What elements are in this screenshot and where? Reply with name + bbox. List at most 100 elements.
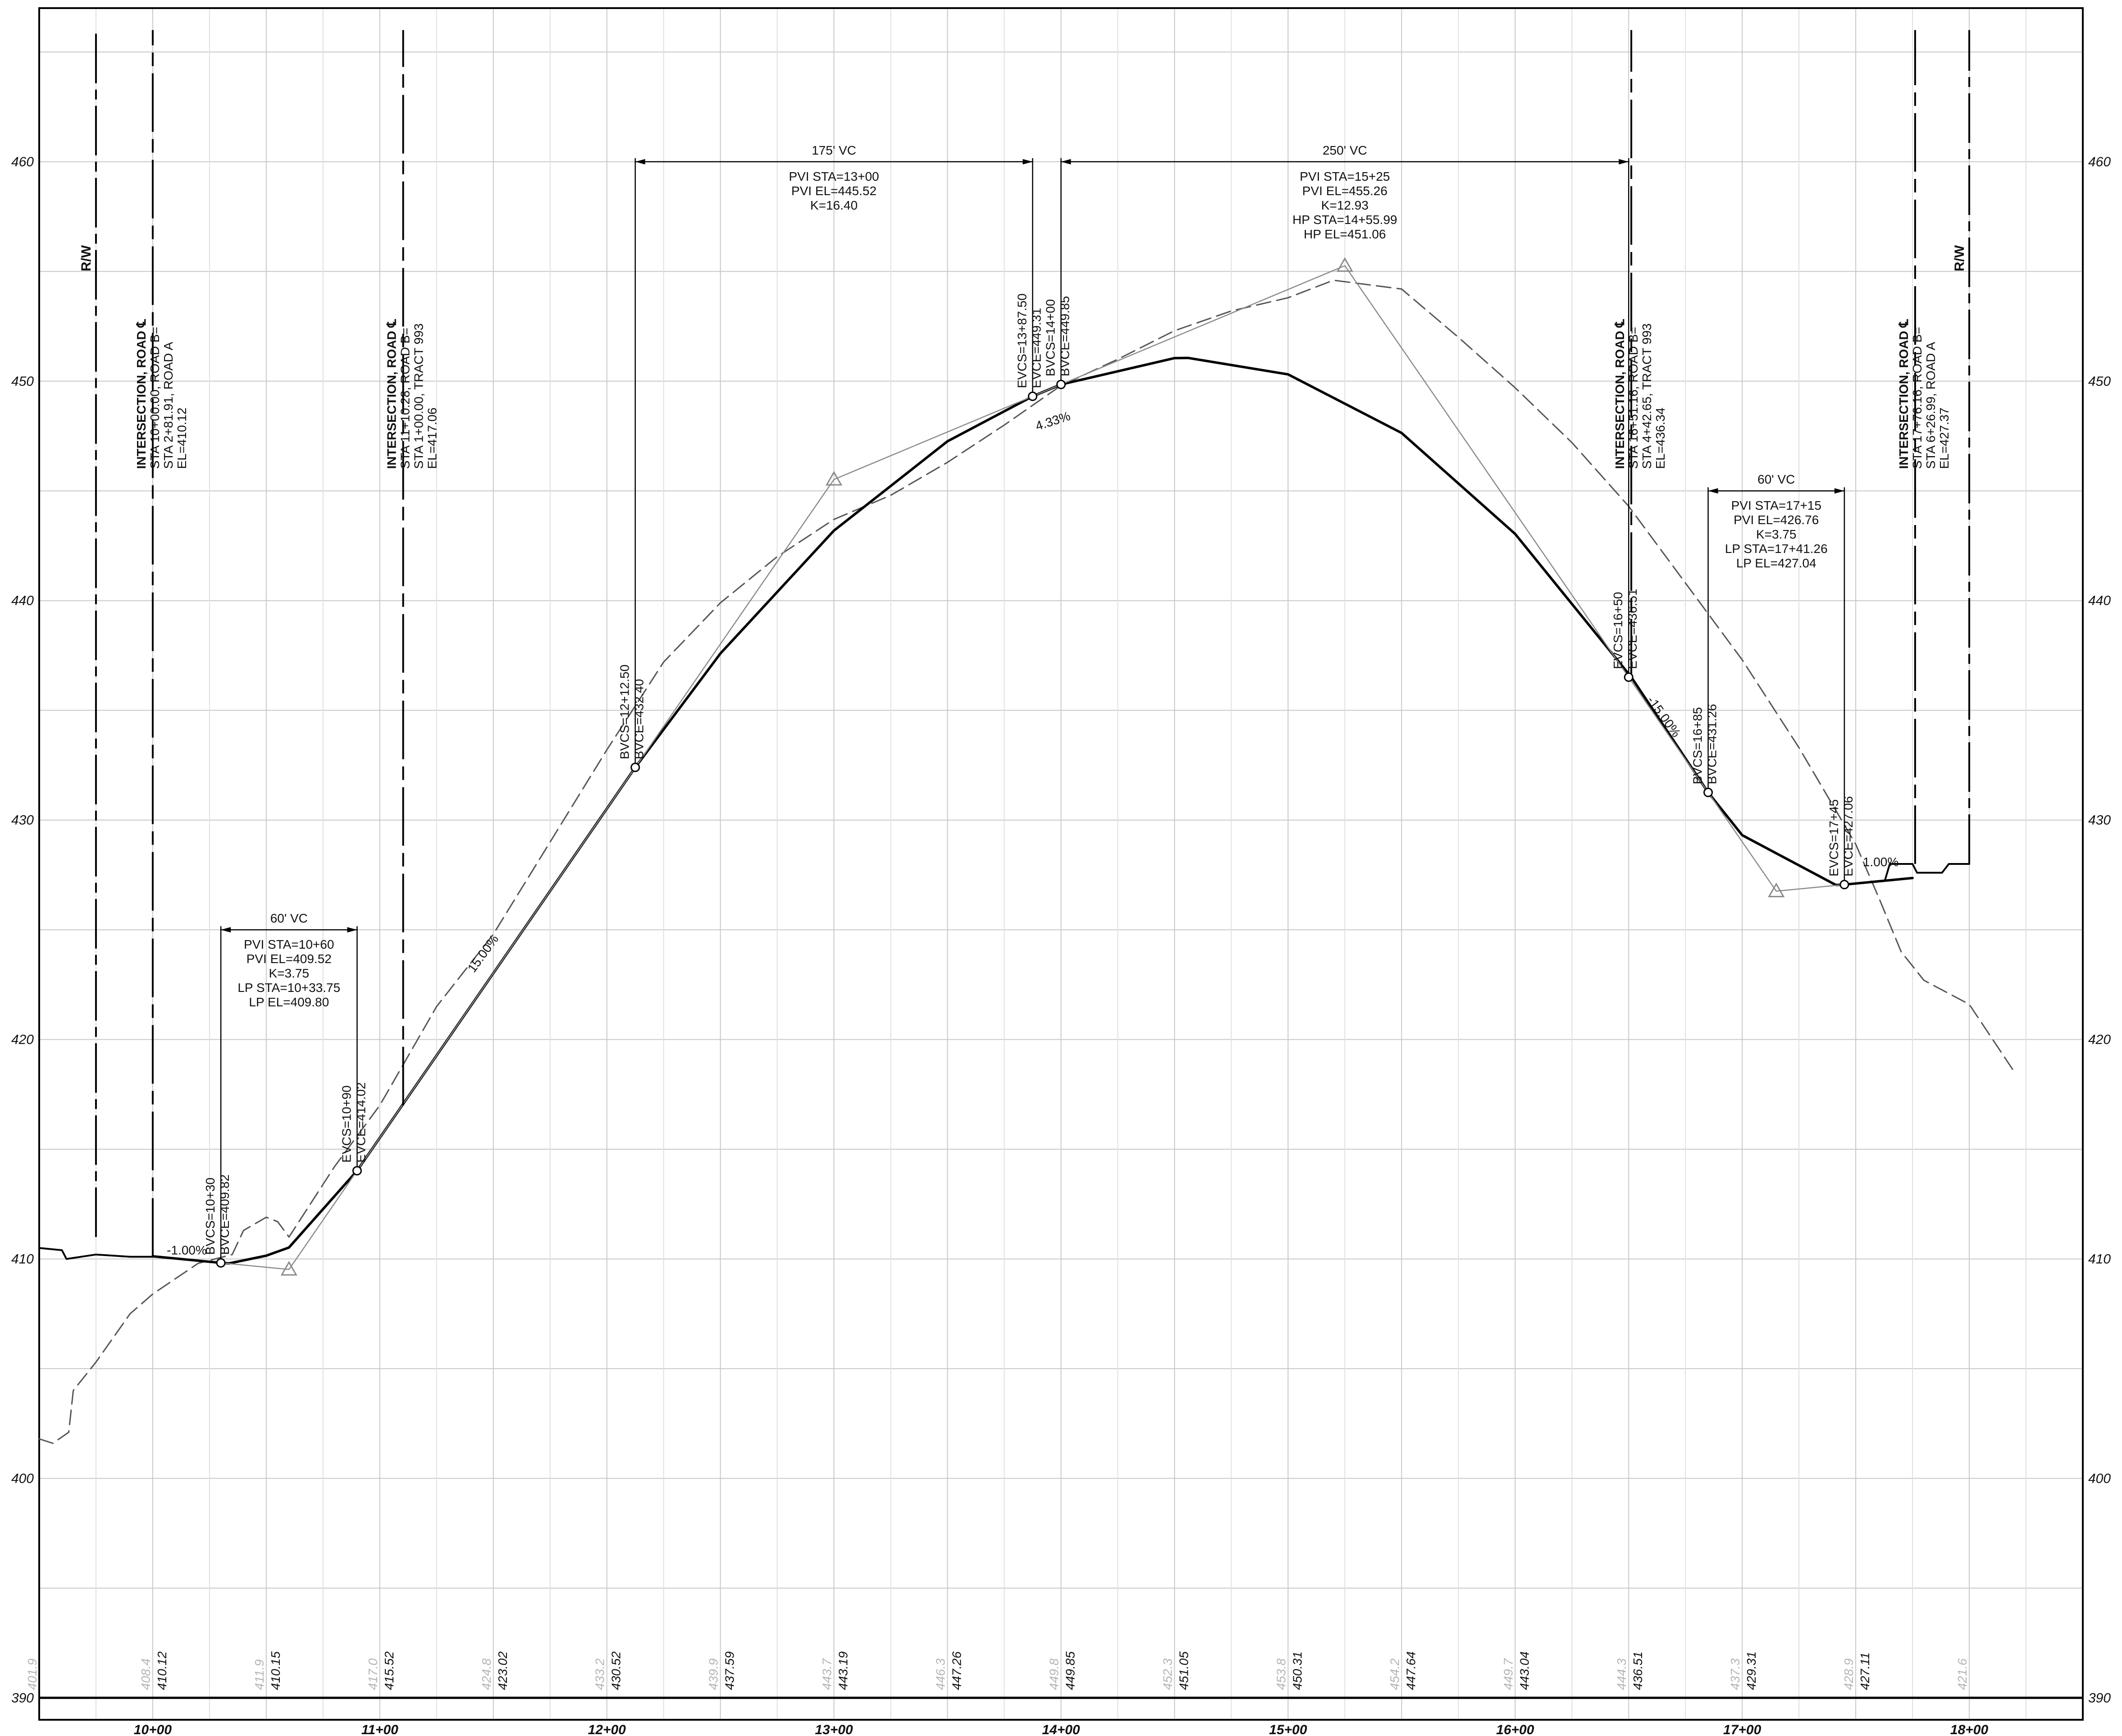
vc-label: PVI EL=455.26 <box>1302 184 1387 198</box>
right-of-way-label: R/W <box>1952 245 1967 271</box>
existing-elevation-label: 449.7 <box>1501 1658 1515 1690</box>
intersection-label: STA 4+42.65, TRACT 993 <box>1640 324 1654 469</box>
vc-label: PVI EL=426.76 <box>1734 513 1819 527</box>
station-label: 10+00 <box>134 1722 172 1736</box>
vc-arrow-right <box>1619 159 1629 164</box>
station-label: 17+00 <box>1723 1722 1761 1736</box>
vc-arrow-left <box>1708 488 1718 494</box>
station-label: 13+00 <box>815 1722 853 1736</box>
intersection-label: STA 11+10.28, ROAD B= <box>398 328 412 469</box>
control-point-label: EVCE=436.51 <box>1625 589 1639 669</box>
elevation-label-right: 420 <box>2088 1032 2111 1047</box>
control-point-label: EVCE=449.31 <box>1030 308 1044 388</box>
elevation-label-left: 440 <box>11 594 34 608</box>
control-point-label: BVCS=14+00 <box>1044 299 1058 376</box>
elevation-label-right: 400 <box>2088 1471 2111 1486</box>
proposed-elevation-label: 410.15 <box>269 1651 283 1690</box>
station-label: 12+00 <box>588 1722 626 1736</box>
existing-elevation-label: 443.7 <box>820 1658 834 1690</box>
vc-label: 60' VC <box>270 911 308 925</box>
existing-elevation-label: 452.3 <box>1160 1658 1174 1690</box>
proposed-elevation-label: 449.85 <box>1063 1651 1077 1690</box>
road-b-edge-right-line <box>1884 863 1971 881</box>
proposed-elevation-label: 443.04 <box>1517 1651 1531 1690</box>
existing-elevation-label: 433.2 <box>593 1658 607 1690</box>
bottom-elevation-labels: 401.9 408.4 410.12 411.9 410.15 417.0 415.52 42… <box>25 1651 1969 1690</box>
control-point-label: EVCS=17+45 <box>1827 799 1841 877</box>
tangent-lines-line <box>220 265 1845 1270</box>
existing-elevation-label: 424.8 <box>479 1658 493 1690</box>
grade-label: 1.00% <box>1863 855 1898 869</box>
proposed-elevation-label: 429.31 <box>1744 1651 1758 1690</box>
vc-label: K=16.40 <box>810 198 858 212</box>
control-point-label: BVCE=449.85 <box>1058 296 1072 376</box>
control-point-marker <box>216 1258 226 1268</box>
elevation-label-left: 420 <box>11 1032 34 1047</box>
vc-arrow-left <box>1061 159 1071 164</box>
control-point-label: BVCS=12+12.50 <box>618 665 632 759</box>
proposed-elevation-label: 447.26 <box>950 1651 964 1690</box>
elevation-label-left: 390 <box>11 1690 34 1705</box>
vc-label: PVI STA=17+15 <box>1731 498 1821 512</box>
vc-arrow-right <box>1022 159 1033 164</box>
vc-label: LP EL=427.04 <box>1736 556 1816 570</box>
intersection-label: INTERSECTION, ROAD ℄ <box>134 319 148 469</box>
vc-arrow-right <box>347 927 357 933</box>
existing-elevation-label: 417.0 <box>366 1658 380 1690</box>
intersection-label: STA 2+81.91, ROAD A <box>161 342 175 469</box>
intersection-label: STA 10+00.00, ROAD B= <box>148 327 162 469</box>
drawing-frame <box>38 7 2084 1721</box>
vc-label: PVI STA=15+25 <box>1300 169 1390 183</box>
control-point-label: EVCE=427.06 <box>1841 796 1855 877</box>
proposed-elevation-label: 410.12 <box>155 1651 169 1690</box>
control-point-label: BVCE=431.26 <box>1705 704 1719 784</box>
vc-label: LP STA=17+41.26 <box>1725 542 1828 556</box>
intersection-label: EL=427.37 <box>1937 407 1951 469</box>
control-point-marker <box>630 763 640 772</box>
elevation-labels-right: 390 400 410 420 430 440 450 460 <box>2088 155 2111 1705</box>
control-point-label: BVCS=10+30 <box>203 1178 217 1255</box>
control-point-marker <box>1624 672 1634 682</box>
control-point-label: EVCE=414.02 <box>354 1082 368 1162</box>
existing-elevation-label: 453.8 <box>1274 1658 1288 1690</box>
proposed-elevation-label: 423.02 <box>496 1651 510 1690</box>
station-labels: 10+00 11+00 12+00 13+00 14+00 15+00 16+00 17+00… <box>134 1722 1989 1736</box>
vc-label: HP EL=451.06 <box>1304 227 1386 241</box>
pvi-triangle-marker <box>826 471 843 486</box>
grade-label: 4.33% <box>1034 409 1072 433</box>
elevation-label-left: 410 <box>11 1252 34 1266</box>
elevation-label-right: 460 <box>2088 155 2111 169</box>
vc-label: LP STA=10+33.75 <box>237 981 340 995</box>
proposed-elevation-label: 437.59 <box>723 1651 737 1690</box>
control-point-marker <box>1703 787 1713 797</box>
control-point-label: BVCE=409.82 <box>218 1174 232 1255</box>
proposed-elevation-label: 451.05 <box>1177 1651 1191 1690</box>
elevation-label-left: 430 <box>11 813 34 828</box>
elevation-label-right: 450 <box>2088 374 2111 389</box>
elevation-label-right: 440 <box>2088 594 2111 608</box>
existing-elevation-label: 444.3 <box>1615 1658 1629 1690</box>
existing-elevation-label: 408.4 <box>139 1658 153 1690</box>
road-b-edge-left-line <box>38 1247 154 1260</box>
elevation-labels-left: 390 400 410 420 430 440 450 460 <box>11 155 34 1705</box>
existing-elevation-label: 401.9 <box>25 1658 39 1690</box>
station-label: 18+00 <box>1950 1722 1989 1736</box>
existing-elevation-label: 449.8 <box>1047 1658 1061 1690</box>
existing-elevation-label: 437.3 <box>1728 1658 1742 1690</box>
intersection-label: EL=436.34 <box>1653 407 1667 469</box>
intersection-label: INTERSECTION, ROAD ℄ <box>1897 319 1911 469</box>
vc-label: K=3.75 <box>1756 527 1797 541</box>
existing-elevation-label: 411.9 <box>252 1659 266 1690</box>
right-of-way-label: R/W <box>79 245 94 271</box>
existing-elevation-label: 428.9 <box>1842 1658 1856 1690</box>
vc-label: PVI EL=409.52 <box>246 952 332 966</box>
elevation-label-left: 450 <box>11 374 34 389</box>
control-point-marker <box>1056 379 1066 389</box>
elevation-label-right: 410 <box>2088 1252 2111 1266</box>
control-point-label: BVCE=432.40 <box>632 679 646 759</box>
control-point-label: EVCS=16+50 <box>1611 592 1625 669</box>
vc-label: K=12.93 <box>1321 198 1369 212</box>
vc-label: PVI EL=445.52 <box>791 184 876 198</box>
